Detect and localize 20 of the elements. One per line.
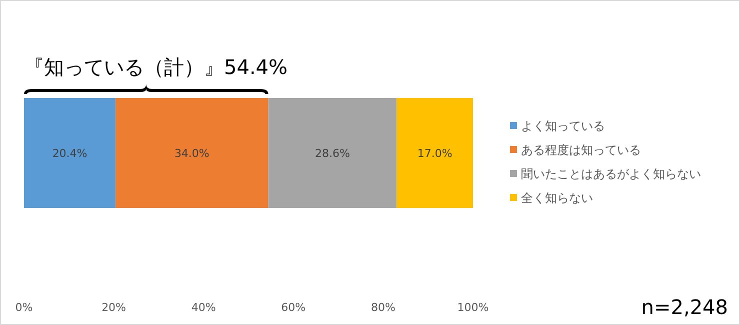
x-tick-label: 100% (457, 301, 489, 314)
legend-label: ある程度は知っている (521, 143, 641, 158)
data-label: 28.6% (314, 146, 350, 160)
text: 『知っている（計）』54.4% (24, 55, 288, 79)
bar (116, 98, 268, 208)
legend-label: 全く知らない (521, 191, 593, 206)
x-tick-label: 20% (102, 301, 126, 314)
x-tick-label: 60% (281, 301, 306, 314)
x-tick-label: 80% (370, 301, 396, 314)
bar (24, 98, 116, 208)
data-label: 17.0% (417, 146, 452, 160)
x-tick-label: 0% (15, 301, 33, 314)
x-tick-label: 40% (191, 301, 216, 314)
bar (268, 98, 397, 208)
legend-label: よく知っている (521, 119, 605, 134)
bar (396, 98, 473, 208)
legend-label: 聞いたことはあるがよく知らない (521, 167, 701, 182)
data-label: 34.0% (174, 146, 210, 160)
data-label: 20.4% (52, 146, 88, 160)
text: n=2,248 (641, 295, 728, 319)
